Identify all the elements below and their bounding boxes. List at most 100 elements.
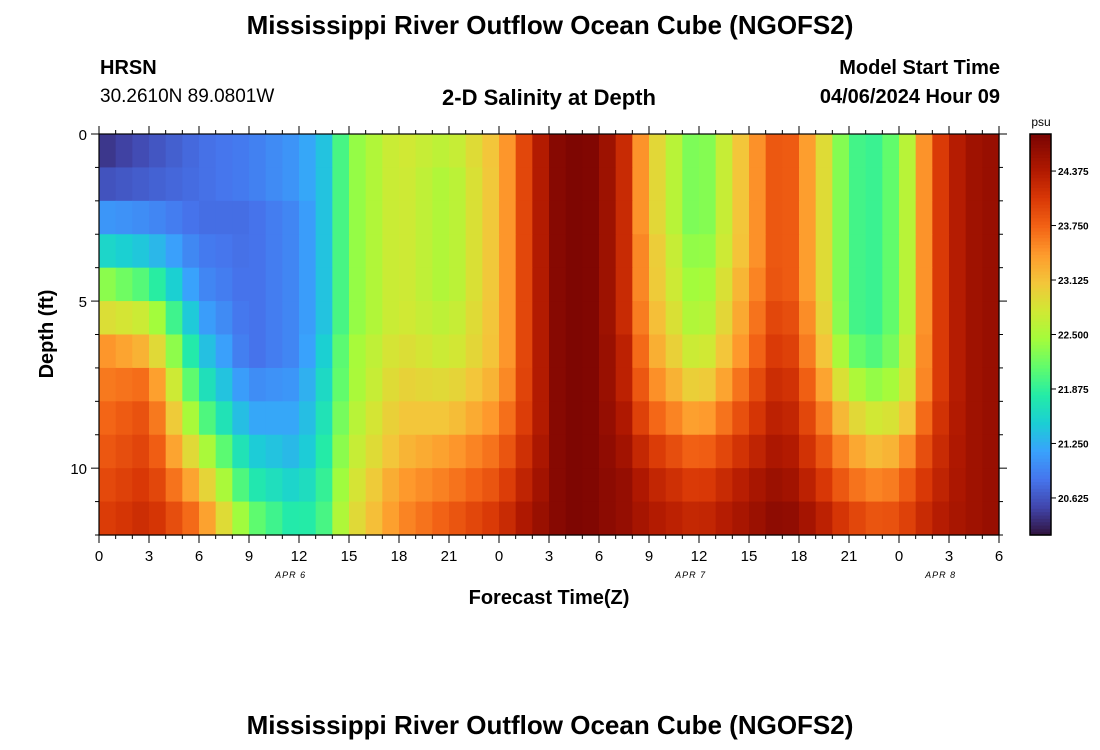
heatmap-cell <box>332 367 350 402</box>
colorbar-swatch <box>1030 321 1051 326</box>
heatmap-cell <box>415 334 433 369</box>
heatmap-cell <box>732 434 750 469</box>
heatmap-cell <box>982 334 1000 369</box>
heatmap-cell <box>715 134 733 169</box>
heatmap-cell <box>99 401 117 436</box>
heatmap-cell <box>549 301 567 336</box>
heatmap-cell <box>199 134 217 169</box>
heatmap-cell <box>732 267 750 302</box>
heatmap-cell <box>965 434 983 469</box>
heatmap-cell <box>282 367 300 402</box>
heatmap-cell <box>882 167 900 202</box>
heatmap-cell <box>182 167 200 202</box>
heatmap-cell <box>215 200 233 235</box>
colorbar-swatch <box>1030 190 1051 195</box>
heatmap-cell <box>849 167 867 202</box>
heatmap-cell <box>365 334 383 369</box>
colorbar-swatch <box>1030 271 1051 275</box>
heatmap-cell <box>782 434 800 469</box>
heatmap-cell <box>932 434 950 469</box>
heatmap-cell <box>982 401 1000 436</box>
heatmap-cell <box>365 501 383 536</box>
colorbar-swatch <box>1030 524 1051 529</box>
heatmap-cell <box>732 367 750 402</box>
heatmap-cell <box>765 501 783 536</box>
heatmap-cell <box>832 301 850 336</box>
heatmap-cell <box>165 234 183 269</box>
heatmap-cell <box>482 234 500 269</box>
heatmap-cell <box>449 367 467 402</box>
heatmap-cell <box>915 468 933 503</box>
heatmap-cell <box>249 367 267 402</box>
heatmap-cell <box>549 501 567 536</box>
model-start-label: Model Start Time <box>839 57 1000 79</box>
heatmap-cell <box>965 334 983 369</box>
colorbar-swatch <box>1030 180 1051 185</box>
heatmap-cell <box>965 134 983 169</box>
heatmap-cell <box>649 167 667 202</box>
heatmap-cell <box>599 434 617 469</box>
heatmap-cell <box>165 434 183 469</box>
heatmap-cell <box>215 301 233 336</box>
heatmap-cell <box>899 501 917 536</box>
heatmap-cell <box>382 200 400 235</box>
heatmap-cell <box>365 167 383 202</box>
heatmap-cell <box>732 334 750 369</box>
heatmap-cell <box>399 334 417 369</box>
heatmap-cell <box>432 234 450 269</box>
heatmap-cell <box>399 401 417 436</box>
colorbar-swatch <box>1030 214 1051 219</box>
heatmap-cell <box>265 301 283 336</box>
heatmap-cell <box>865 234 883 269</box>
colorbar-swatch <box>1030 498 1051 503</box>
heatmap-cell <box>682 468 700 503</box>
heatmap-cell <box>215 334 233 369</box>
heatmap-cell <box>515 267 533 302</box>
heatmap-cell <box>382 134 400 169</box>
heatmap-cell <box>749 367 767 402</box>
heatmap-cell <box>115 301 133 336</box>
heatmap-cell <box>649 367 667 402</box>
colorbar-swatch <box>1030 157 1051 162</box>
heatmap-cell <box>699 234 717 269</box>
heatmap-cell <box>615 167 633 202</box>
colorbar-swatch <box>1030 394 1051 399</box>
heatmap-cell <box>599 334 617 369</box>
heatmap-cell <box>282 234 300 269</box>
heatmap-cell <box>515 334 533 369</box>
heatmap-cell <box>949 334 967 369</box>
heatmap-cell <box>782 167 800 202</box>
heatmap-cell <box>282 468 300 503</box>
heatmap-cell <box>832 468 850 503</box>
heatmap-cell <box>249 134 267 169</box>
colorbar-swatch <box>1030 347 1051 352</box>
colorbar-swatch <box>1030 454 1051 459</box>
heatmap-cell <box>215 401 233 436</box>
heatmap-cell <box>649 501 667 536</box>
colorbar-swatch <box>1030 458 1051 463</box>
heatmap-cell <box>932 134 950 169</box>
x-tick-label: 15 <box>741 548 758 565</box>
heatmap-cell <box>299 367 317 402</box>
heatmap-cell <box>865 334 883 369</box>
heatmap-cell <box>715 468 733 503</box>
heatmap-cell <box>882 401 900 436</box>
heatmap-cell <box>315 267 333 302</box>
colorbar-swatch <box>1030 247 1051 252</box>
heatmap-cell <box>815 334 833 369</box>
heatmap-cell <box>449 267 467 302</box>
heatmap-cell <box>482 134 500 169</box>
heatmap-cell <box>915 501 933 536</box>
heatmap-cell <box>399 468 417 503</box>
heatmap-cell <box>399 167 417 202</box>
heatmap-cell <box>565 334 583 369</box>
heatmap-cell <box>599 468 617 503</box>
heatmap-cell <box>682 434 700 469</box>
heatmap-cell <box>349 200 367 235</box>
heatmap-cell <box>699 200 717 235</box>
heatmap-cell <box>99 367 117 402</box>
heatmap-cell <box>699 134 717 169</box>
heatmap-cell <box>815 134 833 169</box>
heatmap-cell <box>615 134 633 169</box>
heatmap-cell <box>282 167 300 202</box>
